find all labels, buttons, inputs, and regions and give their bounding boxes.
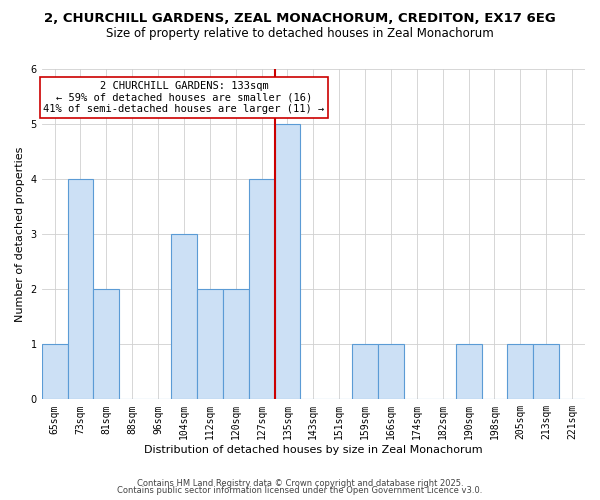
Bar (197, 289, 223, 400)
Bar (378, 344, 404, 400)
Bar (171, 234, 197, 400)
Bar (41, 344, 68, 400)
Bar (455, 344, 482, 400)
Bar (275, 124, 301, 400)
Bar (223, 289, 248, 400)
X-axis label: Distribution of detached houses by size in Zeal Monachorum: Distribution of detached houses by size … (144, 445, 482, 455)
Bar (94, 289, 119, 400)
Bar (352, 344, 378, 400)
Bar (533, 344, 559, 400)
Text: Contains HM Land Registry data © Crown copyright and database right 2025.: Contains HM Land Registry data © Crown c… (137, 478, 463, 488)
Bar (508, 344, 533, 400)
Text: 2 CHURCHILL GARDENS: 133sqm
← 59% of detached houses are smaller (16)
41% of sem: 2 CHURCHILL GARDENS: 133sqm ← 59% of det… (43, 81, 325, 114)
Text: 2, CHURCHILL GARDENS, ZEAL MONACHORUM, CREDITON, EX17 6EG: 2, CHURCHILL GARDENS, ZEAL MONACHORUM, C… (44, 12, 556, 26)
Text: Size of property relative to detached houses in Zeal Monachorum: Size of property relative to detached ho… (106, 28, 494, 40)
Y-axis label: Number of detached properties: Number of detached properties (15, 146, 25, 322)
Bar (248, 179, 275, 400)
Bar (68, 179, 94, 400)
Text: Contains public sector information licensed under the Open Government Licence v3: Contains public sector information licen… (118, 486, 482, 495)
